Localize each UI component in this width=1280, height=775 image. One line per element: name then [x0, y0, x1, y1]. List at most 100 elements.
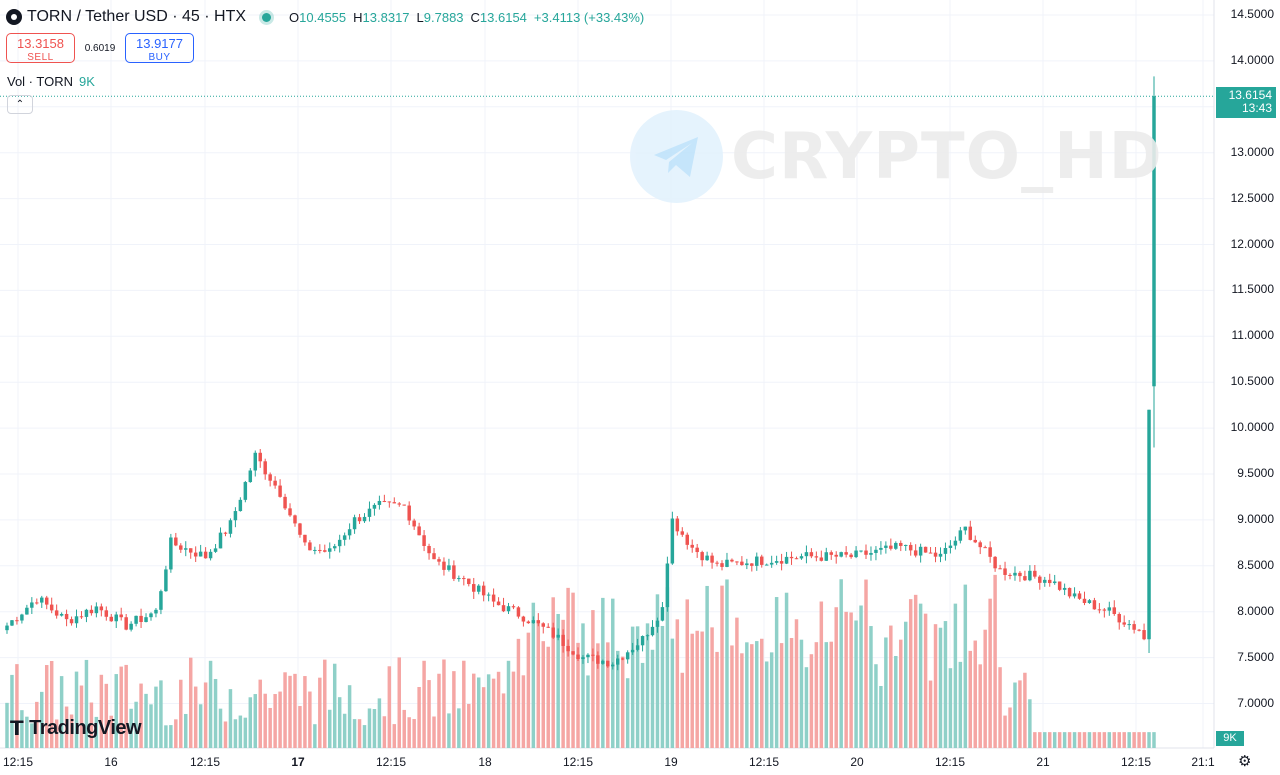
symbol-title[interactable]: TORN / Tether USD · 45 · HTX	[27, 8, 247, 25]
candle-body	[690, 544, 694, 548]
volume-bar	[1122, 732, 1126, 748]
volume-bar	[854, 620, 858, 748]
candle-body	[884, 545, 888, 548]
volume-bar	[596, 643, 600, 748]
candle-body	[412, 520, 416, 527]
candle-body	[541, 623, 545, 627]
volume-bar	[1137, 732, 1141, 748]
volume-value: 9K	[78, 74, 95, 89]
volume-bar	[511, 671, 516, 748]
volume-bar	[1003, 715, 1007, 748]
volume-bar	[645, 623, 650, 748]
time-tick-label: 12:15	[189, 755, 221, 769]
volume-bar	[223, 721, 228, 748]
buy-button[interactable]: 13.9177 BUY	[125, 33, 194, 63]
candle-body	[616, 658, 620, 665]
low-value: 9.7883	[423, 9, 464, 25]
volume-legend[interactable]: Vol · TORN 9K	[7, 74, 95, 89]
candle-body	[193, 552, 198, 557]
volume-bar	[228, 689, 233, 748]
candle-body	[998, 568, 1002, 570]
volume-bar	[437, 673, 441, 748]
candle-body	[253, 452, 258, 471]
candle-body	[675, 518, 680, 532]
volume-bar	[918, 603, 923, 748]
candle-body	[94, 606, 99, 614]
tradingview-logo[interactable]: 𝗧 TradingView	[10, 716, 142, 741]
volume-bar	[362, 725, 367, 748]
candle-body	[834, 554, 838, 557]
market-status-icon[interactable]	[262, 12, 272, 22]
volume-bar	[551, 597, 555, 748]
volume-bar	[556, 613, 560, 748]
volume-bar	[769, 652, 774, 748]
candle-body	[337, 539, 342, 547]
volume-bar	[973, 640, 977, 748]
price-tick-label: 7.5000	[1237, 649, 1274, 664]
price-tick-label: 8.5000	[1237, 557, 1274, 572]
candle-body	[342, 535, 347, 540]
candle-body	[938, 553, 943, 557]
volume-bar	[238, 715, 243, 748]
candle-body	[442, 561, 446, 570]
volume-bar	[913, 594, 918, 748]
candle-body	[1033, 570, 1037, 577]
price-tick-label: 13.0000	[1230, 144, 1274, 159]
volume-bar	[561, 619, 565, 748]
time-tick-label: 12:15	[562, 755, 594, 769]
volume-bar	[432, 716, 436, 748]
candle-body	[576, 654, 580, 660]
volume-bar	[476, 677, 481, 748]
candle-body	[894, 542, 898, 549]
candle-body	[179, 545, 183, 550]
volume-bar	[531, 602, 536, 748]
candle-body	[69, 619, 74, 624]
candle-body	[149, 613, 153, 618]
volume-bar	[700, 631, 704, 748]
volume-bar	[1082, 732, 1087, 748]
candle-body	[164, 569, 168, 592]
sell-button[interactable]: 13.3158 SELL	[6, 33, 75, 63]
candle-body	[755, 556, 759, 566]
candle-body	[139, 615, 143, 623]
candle-body	[1057, 581, 1062, 590]
volume-bar	[635, 626, 640, 748]
volume-bar	[144, 693, 148, 748]
candle-body	[1112, 607, 1117, 615]
candle-body	[740, 561, 744, 566]
volume-bar	[10, 674, 14, 748]
torn-logo-icon	[6, 9, 22, 25]
volume-bar	[794, 619, 799, 748]
candle-body	[218, 532, 223, 549]
volume-bar	[84, 659, 89, 748]
volume-bar	[988, 598, 992, 748]
candle-body	[223, 532, 228, 534]
time-tick-label: 21:1	[1191, 755, 1215, 769]
chevron-up-icon[interactable]: ⌃	[7, 95, 33, 114]
telegram-icon	[630, 110, 723, 203]
gear-icon[interactable]: ⚙	[1238, 753, 1252, 770]
candle-body	[1038, 576, 1042, 583]
candle-body	[382, 500, 387, 502]
candle-body	[283, 496, 287, 509]
candle-body	[481, 585, 486, 596]
volume-bar	[536, 621, 541, 748]
candle-body	[908, 544, 913, 551]
volume-bar	[1087, 732, 1092, 748]
volume-bar	[377, 698, 382, 748]
candle-body	[268, 474, 272, 481]
candle-body	[258, 452, 262, 462]
candle-body	[1077, 593, 1082, 599]
candle-body	[457, 578, 461, 580]
volume-bar	[273, 694, 277, 748]
volume-bar	[501, 693, 506, 748]
candle-body	[829, 552, 833, 555]
volume-bar	[332, 663, 337, 748]
candle-body	[74, 616, 79, 624]
volume-bar	[268, 707, 272, 748]
candle-body	[491, 594, 496, 602]
volume-bar	[129, 708, 133, 748]
candle-body	[784, 556, 789, 564]
